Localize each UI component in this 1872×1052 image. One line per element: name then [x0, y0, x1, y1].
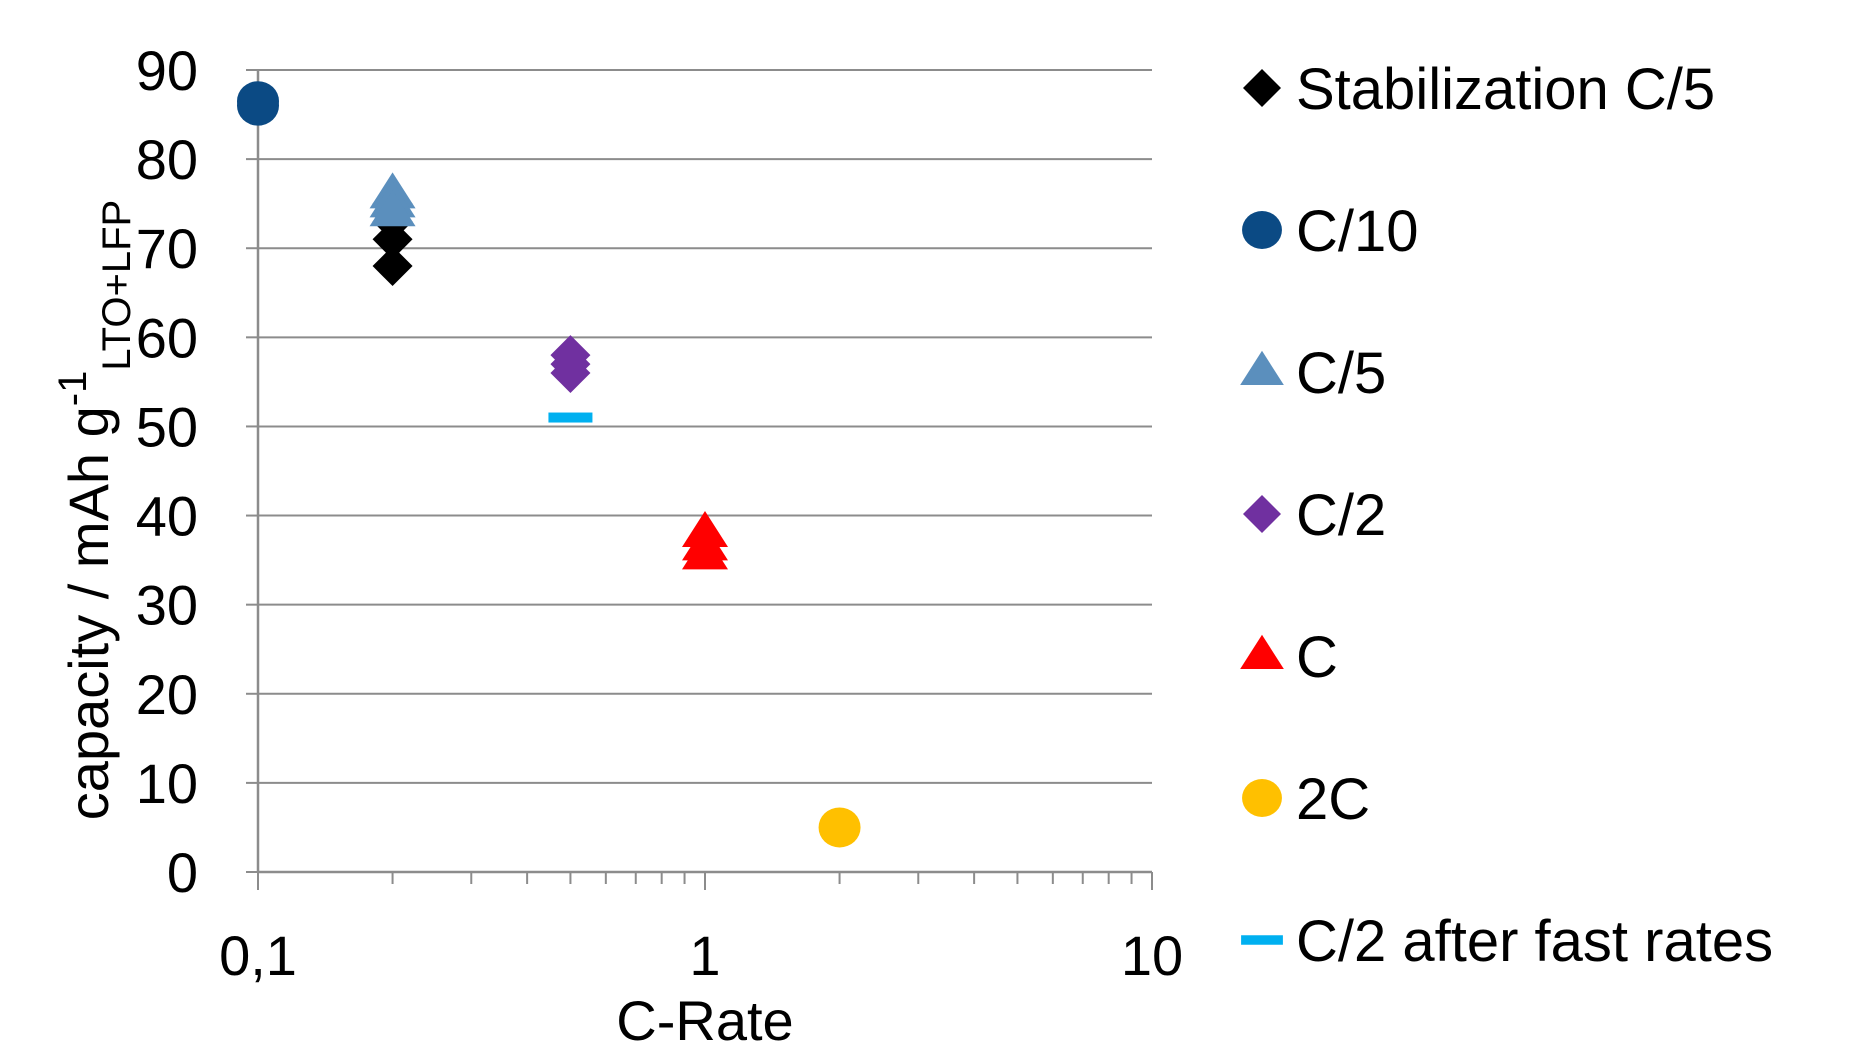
y-axis-title-sup: -1: [51, 371, 95, 407]
y-tick-label: 70: [136, 217, 198, 280]
legend-marker-c-10: [1242, 211, 1282, 249]
legend-label: C/10: [1296, 199, 1419, 264]
legend-label: C: [1296, 625, 1338, 690]
legend-item-c: C: [1240, 625, 1338, 690]
legend: Stabilization C/5 C/10 C/5 C/2 C 2C C/2 after …: [1240, 57, 1773, 974]
data-point-stabilization-c-5: [372, 219, 413, 260]
y-axis-title-main: capacity / mAh g: [57, 406, 120, 820]
legend-marker-c-2: [1243, 495, 1281, 533]
data-point-stabilization-c-5: [372, 246, 413, 287]
data-point-c-10: [237, 85, 279, 126]
legend-item-c-5: C/5: [1240, 341, 1386, 406]
legend-item-c-2: C/2: [1243, 483, 1386, 548]
gridlines: [258, 69, 1152, 784]
y-tick-label: 90: [136, 39, 198, 102]
y-tick-label: 40: [136, 485, 198, 548]
legend-label: Stabilization C/5: [1296, 57, 1715, 122]
y-tick-label: 80: [136, 128, 198, 191]
legend-label: C/2: [1296, 483, 1386, 548]
data-point-c-2: [550, 352, 591, 393]
y-tick-label: 20: [136, 663, 198, 726]
y-tick-label: 10: [136, 752, 198, 815]
x-tick-labels: 0,1 1 10: [219, 924, 1183, 987]
axes: [246, 69, 1153, 890]
legend-label: C/5: [1296, 341, 1386, 406]
legend-label: C/2 after fast rates: [1296, 909, 1773, 974]
legend-marker-c-5: [1240, 350, 1284, 385]
data-point-c-2-after-fast-rates: [548, 412, 593, 423]
x-axis-title: C-Rate: [616, 989, 793, 1052]
legend-marker-c: [1240, 634, 1284, 669]
x-tick-label: 10: [1121, 924, 1183, 987]
legend-item-stabilization-c-5: Stabilization C/5: [1243, 57, 1715, 122]
y-tick-label: 50: [136, 395, 198, 458]
legend-label: 2C: [1296, 767, 1370, 832]
y-axis-title-sub: LTO+LFP: [95, 200, 139, 371]
y-tick-label: 0: [167, 841, 198, 904]
x-tick-label: 0,1: [219, 924, 297, 987]
y-tick-labels: 0 10 20 30 40 50 60 70 80 90: [136, 39, 198, 904]
legend-item-2c: 2C: [1242, 767, 1370, 832]
data-markers: [237, 81, 861, 848]
y-tick-label: 30: [136, 574, 198, 637]
data-point-c: [682, 533, 728, 570]
y-axis-title-group: capacity / mAh g-1LTO+LFP: [51, 200, 139, 820]
legend-marker-c-2-after-fast-rates: [1241, 935, 1283, 945]
y-tick-label: 60: [136, 306, 198, 369]
data-point-c-5: [369, 190, 416, 227]
legend-marker-stabilization-c-5: [1243, 69, 1281, 107]
legend-item-c-10: C/10: [1242, 199, 1419, 264]
data-point-2c: [818, 807, 861, 848]
legend-item-c-2-after-fast-rates: C/2 after fast rates: [1241, 909, 1773, 974]
x-tick-label: 1: [689, 924, 720, 987]
y-axis-title: capacity / mAh g-1LTO+LFP: [51, 200, 139, 820]
legend-marker-2c: [1242, 779, 1282, 817]
